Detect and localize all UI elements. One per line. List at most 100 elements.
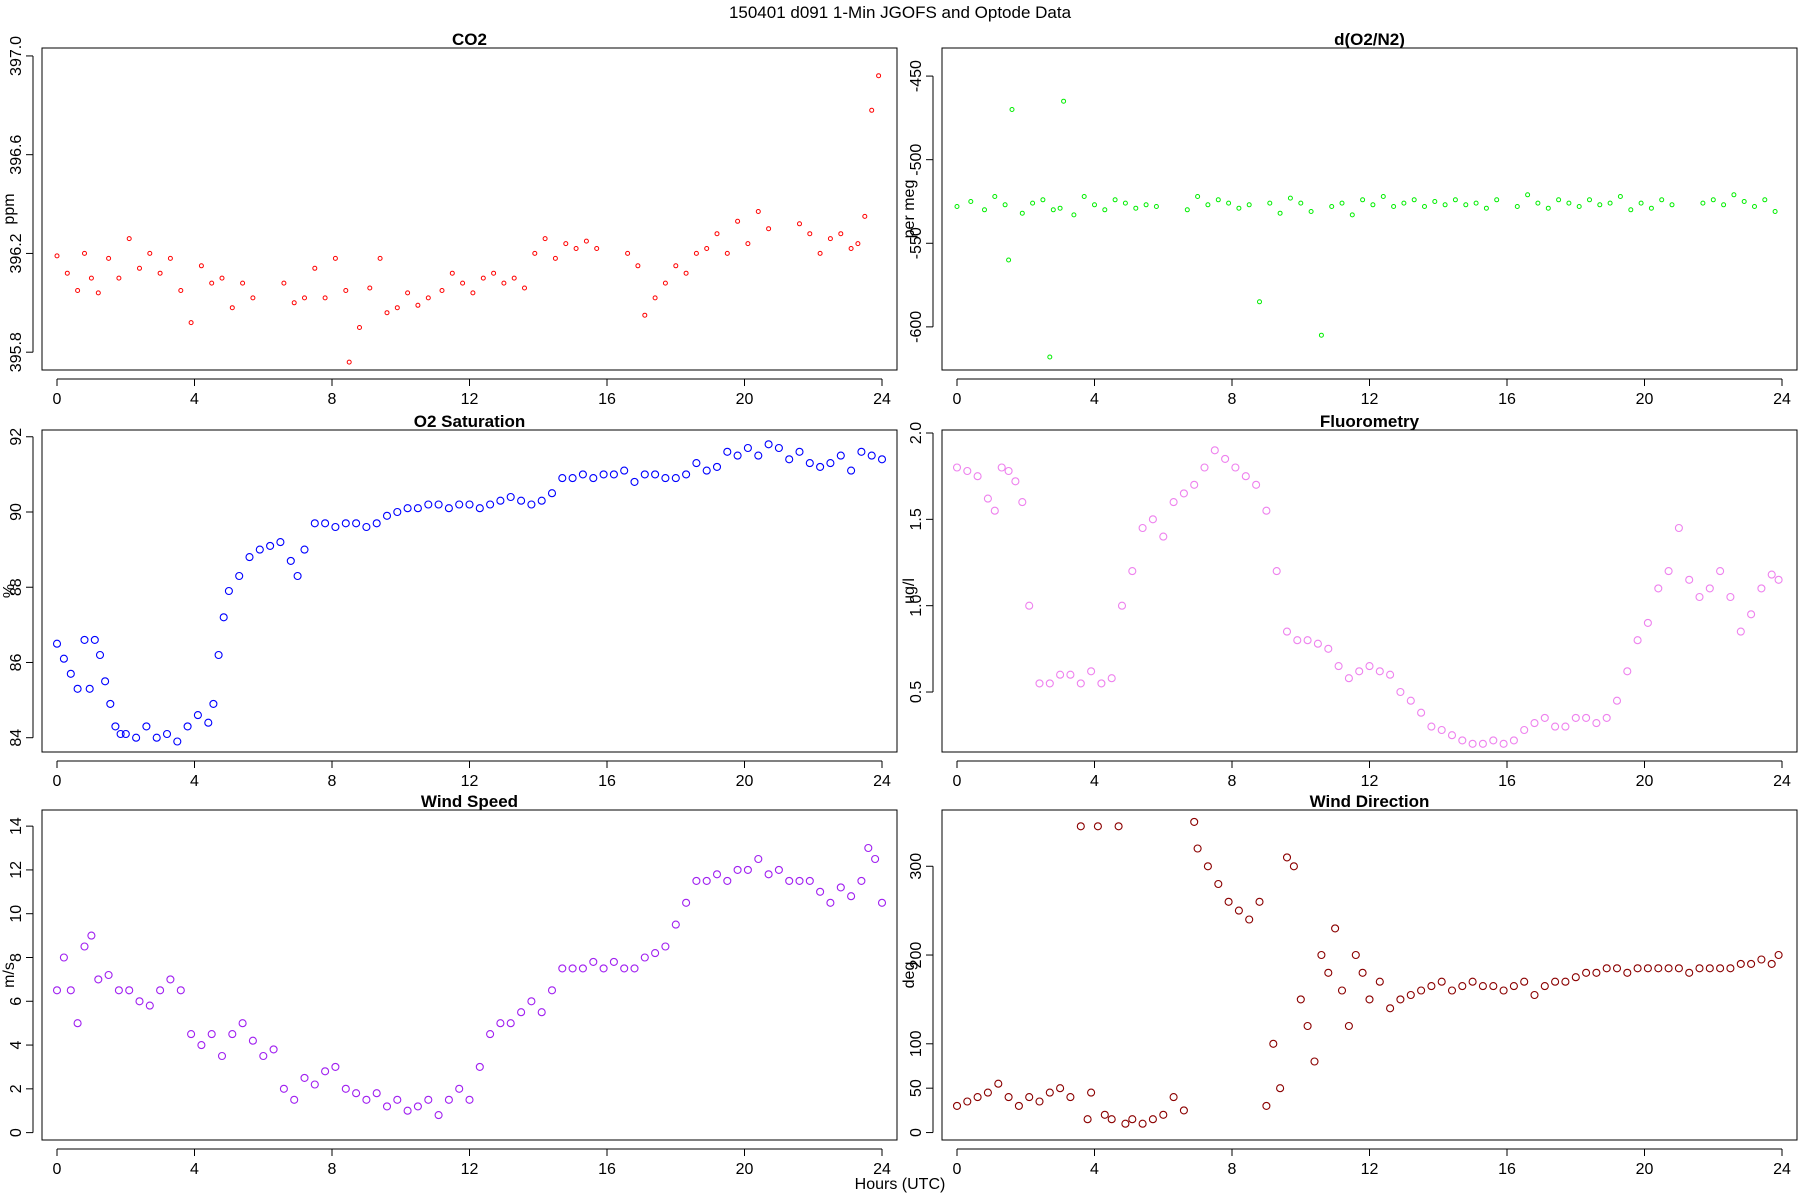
co2-data-point (662, 280, 668, 286)
co2-data-point (367, 285, 373, 291)
wind-direction-data-point (1716, 964, 1725, 973)
fluorometry-data-point (973, 472, 982, 481)
o2-saturation-data-point (712, 462, 722, 471)
wind-direction-data-point (994, 1079, 1003, 1088)
fluorometry-y-tick-label: 2.0 (908, 422, 925, 444)
o2-saturation-data-point (341, 519, 350, 528)
fluorometry-data-point (1148, 515, 1157, 524)
d-o2-n2-data-point (1576, 204, 1582, 209)
wind-speed-data-point (568, 964, 577, 973)
d-o2-n2-data-point (1617, 194, 1623, 199)
d-o2-n2-x-tick-label: 4 (1090, 391, 1099, 408)
d-o2-n2-data-point (1092, 202, 1097, 208)
fluorometry-data-point (1530, 719, 1539, 728)
fluorometry-data-point (1210, 446, 1219, 455)
o2-saturation-data-point (785, 455, 794, 464)
d-o2-n2-y-axis: -600 -550 -500 -450 (908, 60, 934, 343)
d-o2-n2-data-point (1700, 200, 1706, 206)
wind-speed-data-point (331, 1062, 340, 1071)
d-o2-n2-data-point (992, 194, 998, 199)
co2-data-point (683, 270, 689, 276)
fluorometry-data-point (1179, 489, 1188, 498)
wind-direction-data-point (983, 1088, 992, 1097)
fluorometry-data-point (1011, 477, 1020, 486)
o2-saturation-x-tick-label: 0 (53, 773, 62, 790)
wind-speed-data-point (382, 1102, 392, 1111)
wind-direction-data-point (1489, 982, 1498, 991)
d-o2-n2-data-point (1081, 194, 1087, 199)
d-o2-n2-data-point (1762, 197, 1768, 203)
o2-saturation-data-point (805, 459, 814, 468)
fluorometry-data-point (1252, 480, 1261, 489)
wind-speed-data-point (114, 986, 123, 995)
wind-speed-data-point (362, 1095, 371, 1104)
o2-saturation-data-point (733, 451, 742, 460)
fluorometry-x-tick-label: 4 (1090, 773, 1099, 790)
d-o2-n2-data-point (1442, 202, 1448, 208)
wind-speed-data-point (66, 986, 75, 995)
co2-x-tick-label: 20 (736, 391, 754, 408)
fluorometry-data-point (1004, 466, 1013, 476)
wind-speed-data-point (145, 1001, 154, 1010)
wind-direction-data-point (1100, 1110, 1109, 1119)
d-o2-n2-data-point (1545, 205, 1551, 211)
wind-direction-y-tick-label: 100 (908, 1030, 925, 1057)
wind-speed-data-point (465, 1095, 474, 1104)
co2-data-point (178, 288, 184, 293)
wind-speed-data-point (640, 953, 649, 962)
wind-speed-y-axis-label: m/s (1, 962, 18, 988)
d-o2-n2-data-point (1721, 202, 1727, 208)
fluorometry-x-tick-label: 16 (1498, 773, 1516, 790)
o2-saturation-data-point (90, 635, 99, 644)
co2-data-point (652, 295, 658, 301)
o2-saturation-data-point (116, 729, 125, 739)
wind-direction-x-tick-label: 20 (1636, 1161, 1654, 1178)
wind-direction-data-point (1169, 1093, 1178, 1102)
o2-saturation-title: O2 Saturation (414, 412, 525, 431)
d-o2-n2-data-point (1659, 197, 1665, 203)
co2-data-point (511, 275, 517, 281)
d-o2-n2-data-point (1030, 200, 1036, 206)
o2-saturation-data-point (321, 519, 330, 528)
d-o2-n2-y-tick-label: -550 (908, 227, 925, 259)
o2-saturation-data-point (95, 650, 105, 660)
wind-direction-data-point (1296, 995, 1305, 1004)
d-o2-n2-y-axis-label: per meg (901, 180, 918, 239)
co2-x-axis: 0 4 8 12 16 20 24 (53, 378, 891, 408)
fluorometry-title: Fluorometry (1320, 412, 1420, 431)
wind-speed-x-axis: 0 4 8 12 16 20 24 (53, 1148, 891, 1178)
wind-speed-data-point (269, 1045, 278, 1054)
wind-speed-data-point (857, 876, 866, 885)
o2-saturation-data-point (362, 522, 371, 532)
wind-direction-data-point (1643, 964, 1652, 973)
o2-saturation-data-point (204, 718, 213, 727)
o2-saturation-x-tick-label: 16 (598, 773, 616, 790)
o2-saturation-data-point (214, 650, 223, 660)
fluorometry-points (952, 446, 1783, 748)
wind-speed-x-tick-label: 20 (736, 1161, 754, 1178)
o2-saturation-data-point (527, 500, 536, 509)
wind-speed-data-point (754, 854, 763, 864)
wind-direction-title: Wind Direction (1310, 792, 1430, 811)
fluorometry-data-point (1654, 584, 1663, 593)
wind-speed-x-tick-label: 4 (190, 1161, 199, 1178)
d-o2-n2-data-point (1226, 200, 1232, 206)
co2-data-point (377, 255, 383, 261)
co2-data-point (415, 302, 421, 308)
co2-data-point (532, 250, 538, 256)
fluorometry-data-point (1344, 674, 1353, 683)
wind-speed-data-point (80, 942, 89, 951)
co2-data-point (704, 246, 710, 251)
wind-speed-y-tick-label: 4 (8, 1041, 25, 1050)
o2-saturation-x-tick-label: 4 (190, 773, 199, 790)
fluorometry-data-point (1018, 498, 1027, 507)
d-o2-n2-data-point (982, 207, 987, 213)
d-o2-n2-x-axis: 0 4 8 12 16 20 24 (953, 378, 1791, 408)
fluorometry-data-point (1571, 713, 1580, 722)
d-o2-n2-data-point (1133, 205, 1139, 211)
wind-speed-data-point (393, 1095, 402, 1104)
fluorometry-data-point (1716, 567, 1725, 576)
fluorometry-data-point (1190, 480, 1199, 489)
co2-data-point (714, 231, 720, 237)
o2-saturation-data-point (382, 511, 392, 520)
